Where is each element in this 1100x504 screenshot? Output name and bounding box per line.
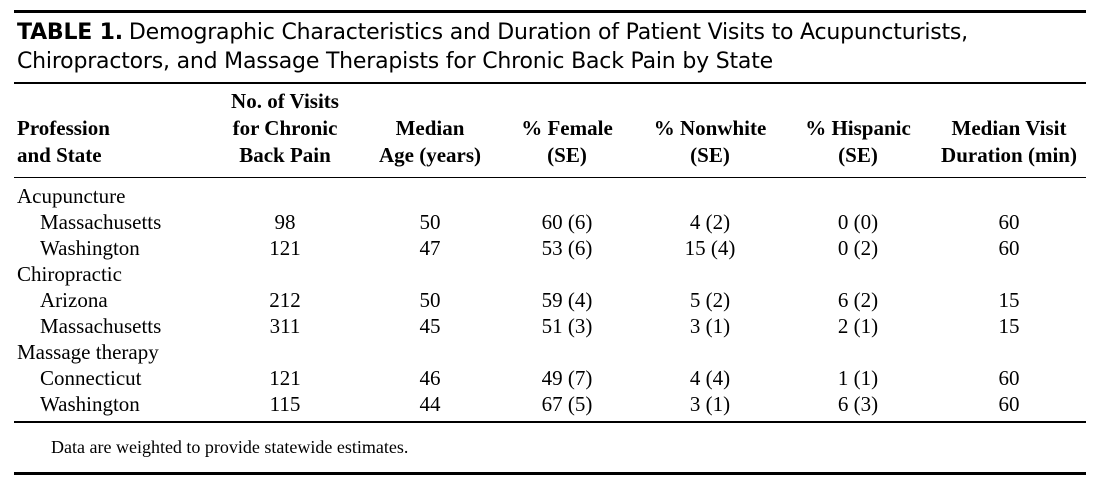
visits-cell: 98 [274,210,296,234]
age-cell: 44 [419,392,441,416]
header-line: Median [395,116,465,140]
hispanic-cell: 2 (1) [837,314,879,338]
state-cell: Massachusetts [40,314,162,338]
visits-cell: 311 [269,314,301,338]
hispanic-cell: 0 (2) [837,236,879,260]
table-row: Connecticut 121 46 49 (7) 4 (4) 1 (1) 60 [14,365,1086,391]
hispanic-cell: 6 (2) [837,288,879,312]
group-label: Massage therapy [17,340,159,364]
header-line: % Female [521,116,613,140]
header-line: Profession [17,116,110,140]
header-line: Back Pain [239,143,331,167]
state-cell: Washington [40,392,140,416]
duration-cell: 60 [998,236,1020,260]
header-visit-duration: Median Visit Duration (min) [932,84,1086,177]
nonwhite-cell: 4 (4) [689,366,731,390]
age-cell: 47 [419,236,441,260]
group-row-acupuncture: Acupuncture [14,178,1086,209]
header-line: No. of Visits [231,89,339,113]
table-row: Massachusetts 98 50 60 (6) 4 (2) 0 (0) 6… [14,209,1086,235]
state-cell: Washington [40,236,140,260]
duration-cell: 60 [998,210,1020,234]
bottom-rule [14,472,1086,475]
female-cell: 53 (6) [541,236,593,260]
table-caption: TABLE 1. Demographic Characteristics and … [14,13,1086,82]
duration-cell: 60 [998,366,1020,390]
state-cell: Massachusetts [40,210,162,234]
group-label: Chiropractic [17,262,122,286]
header-hispanic: % Hispanic (SE) [784,84,932,177]
visits-cell: 115 [269,392,301,416]
header-female: % Female (SE) [498,84,636,177]
table-title: Demographic Characteristics and Duration… [17,20,968,74]
header-line: Duration (min) [941,143,1077,167]
table-row: Massachusetts 311 45 51 (3) 3 (1) 2 (1) … [14,313,1086,339]
female-cell: 59 (4) [541,288,593,312]
female-cell: 67 (5) [541,392,593,416]
header-line: (SE) [838,143,878,167]
visits-cell: 212 [269,288,301,312]
group-row-chiropractic: Chiropractic [14,261,1086,287]
age-cell: 50 [419,210,441,234]
header-rule [14,177,1086,178]
state-cell: Arizona [40,288,108,312]
table-row: Arizona 212 50 59 (4) 5 (2) 6 (2) 15 [14,287,1086,313]
hispanic-cell: 1 (1) [837,366,879,390]
duration-cell: 15 [998,288,1020,312]
duration-cell: 15 [998,314,1020,338]
duration-cell: 60 [998,392,1020,416]
hispanic-cell: 6 (3) [837,392,879,416]
data-table: Profession and State No. of Visits for C… [14,84,1086,421]
female-cell: 60 (6) [541,210,593,234]
header-nonwhite: % Nonwhite (SE) [636,84,784,177]
header-line: % Nonwhite [653,116,767,140]
header-line: for Chronic [232,116,338,140]
nonwhite-cell: 5 (2) [689,288,731,312]
header-line: Age (years) [378,143,482,167]
header-rule-row [14,177,1086,178]
caption-rule [14,82,1086,84]
table-row: Washington 121 47 53 (6) 15 (4) 0 (2) 60 [14,235,1086,261]
group-row-massage-therapy: Massage therapy [14,339,1086,365]
group-label: Acupuncture [17,184,126,208]
header-line: (SE) [690,143,730,167]
female-cell: 49 (7) [541,366,593,390]
age-cell: 50 [419,288,441,312]
body-rule [14,421,1086,423]
nonwhite-cell: 3 (1) [689,392,731,416]
table-container: TABLE 1. Demographic Characteristics and … [14,10,1086,475]
table-footnote: Data are weighted to provide statewide e… [51,437,409,457]
table-row: Washington 115 44 67 (5) 3 (1) 6 (3) 60 [14,391,1086,421]
visits-cell: 121 [269,366,301,390]
header-line: (SE) [547,143,587,167]
header-row: Profession and State No. of Visits for C… [14,84,1086,177]
header-line: % Hispanic [805,116,911,140]
table-label: TABLE 1. [17,20,123,45]
hispanic-cell: 0 (0) [837,210,879,234]
header-median-age: Median Age (years) [362,84,498,177]
top-rule [14,10,1086,13]
female-cell: 51 (3) [541,314,593,338]
state-cell: Connecticut [40,366,142,390]
nonwhite-cell: 3 (1) [689,314,731,338]
nonwhite-cell: 4 (2) [689,210,731,234]
age-cell: 45 [419,314,441,338]
nonwhite-cell: 15 (4) [684,236,736,260]
age-cell: 46 [419,366,441,390]
header-profession-state: Profession and State [14,84,208,177]
header-line: Median Visit [951,116,1067,140]
visits-cell: 121 [269,236,301,260]
header-line: and State [17,143,102,167]
header-visits: No. of Visits for Chronic Back Pain [208,84,362,177]
